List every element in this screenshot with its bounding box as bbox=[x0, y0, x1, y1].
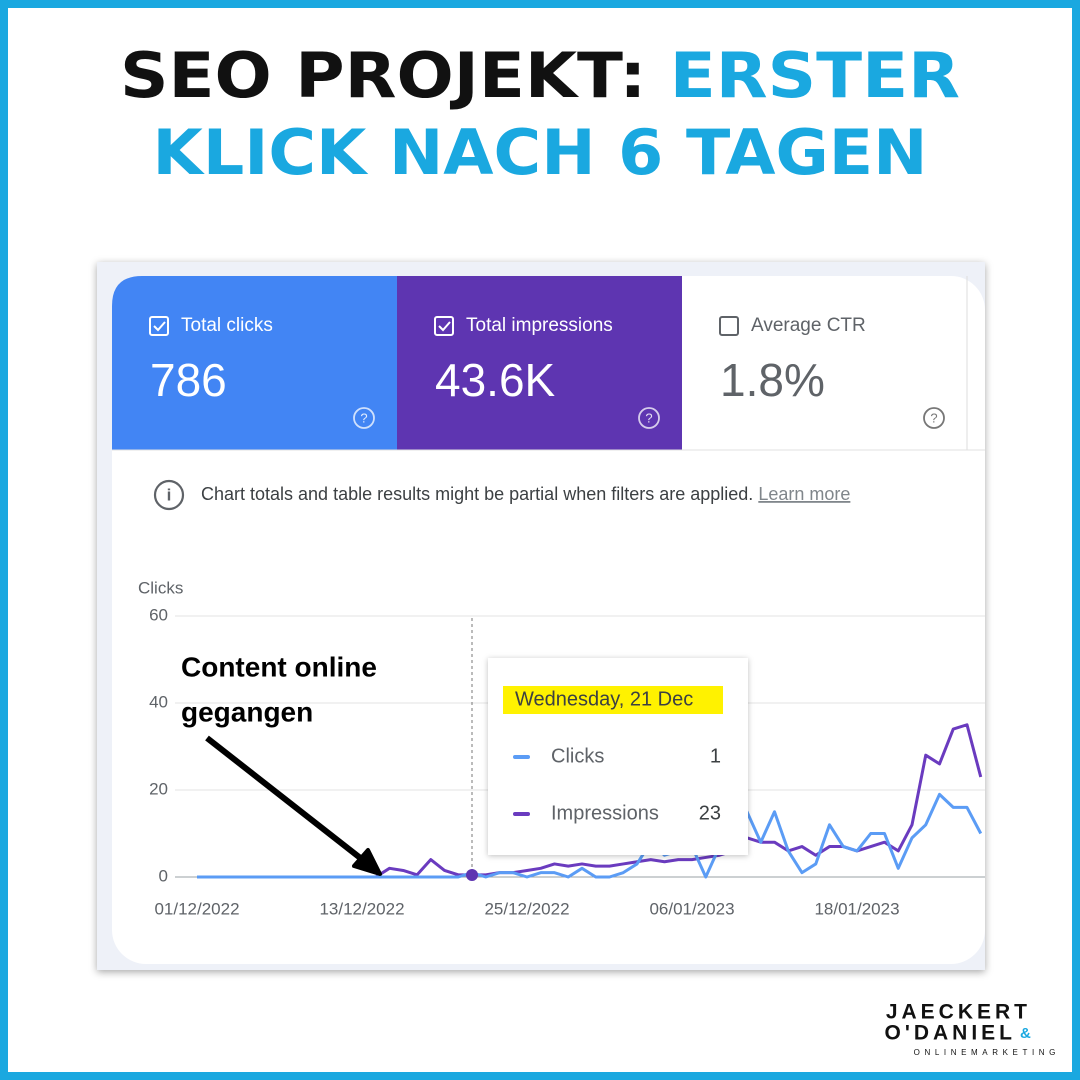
logo-mark: & bbox=[1020, 1025, 1031, 1042]
learn-more-link[interactable]: Learn more bbox=[758, 484, 850, 504]
hover-dot bbox=[466, 869, 478, 881]
chart: Clicks 0 20 40 60 01/12/2022 13/12/2022 25/12/2… bbox=[138, 578, 985, 918]
card-value: 786 bbox=[150, 354, 227, 406]
tooltip-swatch bbox=[513, 755, 530, 759]
logo: ONLINEMARKETING bbox=[914, 1048, 1060, 1057]
help-icon: ? bbox=[930, 410, 937, 425]
checkbox bbox=[719, 316, 739, 336]
card-value: 43.6K bbox=[435, 354, 556, 406]
card-label: Total impressions bbox=[466, 315, 613, 336]
tooltip-date: Wednesday, 21 Dec bbox=[515, 688, 693, 710]
y-tick-label: 0 bbox=[159, 866, 168, 885]
info-icon: i bbox=[167, 485, 172, 504]
plot-area bbox=[197, 723, 983, 879]
tooltip-value: 1 bbox=[710, 745, 721, 767]
tooltip-label: Impressions bbox=[551, 802, 659, 824]
y-tick-label: 60 bbox=[149, 605, 168, 624]
arrow-head bbox=[352, 848, 382, 876]
help-icon bbox=[638, 407, 660, 429]
x-tick-label: 13/12/2022 bbox=[319, 899, 404, 918]
tooltip-swatch bbox=[513, 812, 530, 816]
arrow bbox=[205, 735, 370, 867]
card bbox=[112, 276, 397, 450]
card-label: Total clicks bbox=[181, 315, 273, 336]
notice: Chart totals and table results might be … bbox=[201, 484, 753, 504]
card-value: 1.8% bbox=[720, 354, 825, 406]
x-tick-label: 25/12/2022 bbox=[484, 899, 569, 918]
annotation: gegangen bbox=[181, 696, 313, 727]
series-line bbox=[197, 792, 983, 879]
headline-part: SEO PROJEKT: bbox=[120, 39, 646, 112]
logo: JAECKERT bbox=[886, 1001, 1031, 1024]
annotation: Content online bbox=[181, 651, 377, 682]
cards: Total clicks 786? Total impressions 43.6K? A… bbox=[112, 276, 945, 450]
x-tick-label: 06/01/2023 bbox=[649, 899, 734, 918]
checkbox bbox=[434, 316, 454, 336]
y-tick-label: 40 bbox=[149, 692, 168, 711]
info-icon bbox=[153, 479, 185, 511]
highlight bbox=[503, 686, 723, 714]
checkbox bbox=[149, 316, 169, 336]
help-icon: ? bbox=[360, 410, 367, 425]
checkmark bbox=[153, 321, 166, 332]
card-label: Average CTR bbox=[751, 315, 866, 336]
headline-part: ERSTER bbox=[670, 39, 960, 112]
x-tick-label: 18/01/2023 bbox=[814, 899, 899, 918]
headline: SEO PROJEKT: ERSTER bbox=[120, 39, 960, 112]
notice-text: Chart totals and table results might be … bbox=[201, 484, 850, 504]
tooltip-value: 23 bbox=[699, 802, 721, 824]
y-axis-label: Clicks bbox=[138, 578, 183, 597]
y-tick-label: 20 bbox=[149, 779, 168, 798]
help-icon bbox=[353, 407, 375, 429]
x-tick-label: 01/12/2022 bbox=[154, 899, 239, 918]
tooltip-label: Clicks bbox=[551, 745, 604, 767]
help-icon bbox=[923, 407, 945, 429]
logo: O'DANIEL bbox=[885, 1022, 1017, 1045]
checkmark bbox=[438, 321, 451, 332]
help-icon: ? bbox=[645, 410, 652, 425]
card bbox=[397, 276, 682, 450]
headline: KLICK NACH 6 TAGEN bbox=[153, 116, 928, 189]
